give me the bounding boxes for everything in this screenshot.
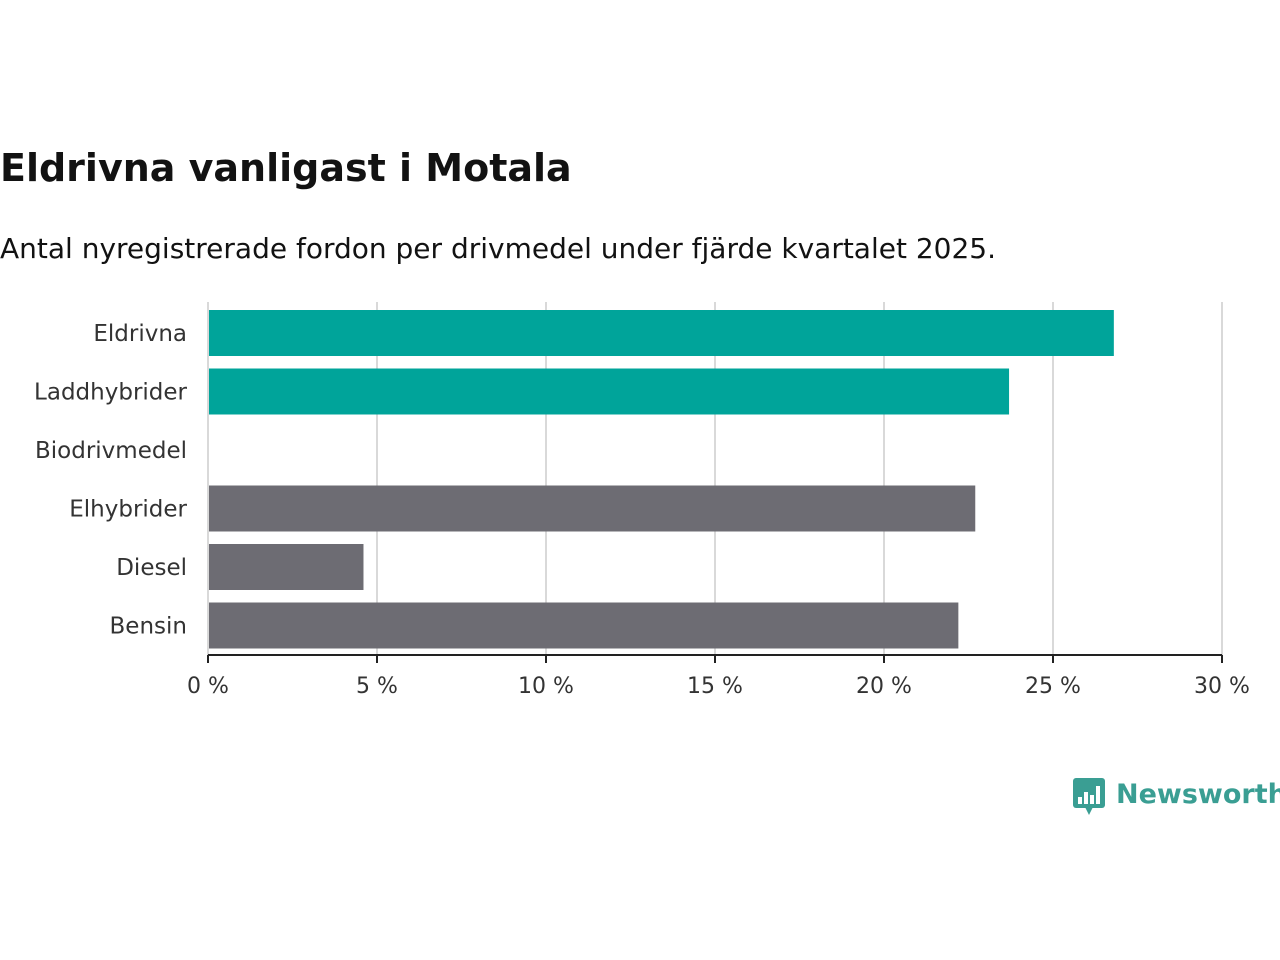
bar-elhybrider — [208, 485, 976, 532]
x-tick-label-25: 25 % — [1025, 674, 1081, 699]
bar-laddhybrider — [208, 368, 1010, 415]
category-labels: Eldrivna Laddhybrider Biodrivmedel Elhybrid… — [34, 321, 187, 640]
bar-bensin — [208, 602, 959, 649]
gridlines — [376, 302, 1223, 655]
category-label-eldrivna: Eldrivna — [93, 321, 187, 347]
bar-chart: Eldrivna Laddhybrider Biodrivmedel Elhybrid… — [34, 302, 1250, 699]
chart-title: Eldrivna vanligast i Motala — [0, 146, 572, 190]
x-tick-label-10: 10 % — [518, 674, 574, 699]
newsworthy-logo: Newsworthy — [1072, 776, 1280, 820]
category-label-biodrivmedel: Biodrivmedel — [35, 438, 187, 464]
category-label-bensin: Bensin — [110, 614, 187, 640]
brand-name: Newsworthy — [1116, 778, 1280, 810]
bar-diesel — [208, 544, 364, 590]
bar-eldrivna — [208, 310, 1114, 356]
bars — [208, 310, 1114, 649]
category-label-diesel: Diesel — [116, 555, 187, 581]
x-tick-label-0: 0 % — [187, 674, 229, 699]
x-tick-label-5: 5 % — [356, 674, 398, 699]
x-tick-label-30: 30 % — [1194, 674, 1250, 699]
category-label-laddhybrider: Laddhybrider — [34, 380, 187, 406]
x-axis: 0 % 5 % 10 % 15 % 20 % 25 % 30 % — [187, 302, 1250, 699]
chart-subtitle: Antal nyregistrerade fordon per drivmede… — [0, 232, 997, 265]
x-tick-label-15: 15 % — [687, 674, 743, 699]
category-label-elhybrider: Elhybrider — [69, 497, 187, 523]
bar-chart-speech-bubble-icon — [1073, 778, 1105, 815]
x-tick-label-20: 20 % — [856, 674, 912, 699]
